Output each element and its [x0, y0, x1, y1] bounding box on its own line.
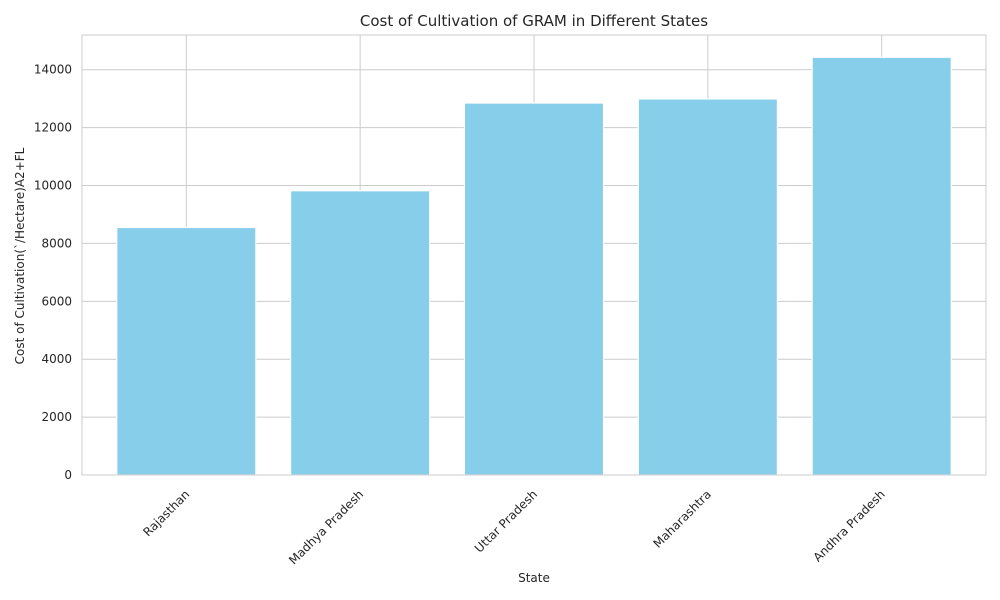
y-tick-label: 10000 [34, 179, 72, 193]
chart-title: Cost of Cultivation of GRAM in Different… [360, 12, 708, 30]
y-tick-label: 12000 [34, 121, 72, 135]
bar [116, 226, 257, 476]
y-tick-label: 0 [64, 468, 72, 482]
bars [116, 56, 952, 476]
bar [463, 102, 605, 476]
y-tick-label: 8000 [41, 236, 72, 250]
x-tick-label: Maharashtra [650, 487, 714, 551]
x-tick-label: Rajasthan [140, 487, 192, 539]
y-tick-label: 2000 [41, 410, 72, 424]
bar [811, 56, 952, 476]
y-axis-label: Cost of Cultivation(`/Hectare)A2+FL [13, 147, 27, 364]
y-tick-label: 4000 [41, 352, 72, 366]
x-tick-label: Madhya Pradesh [286, 487, 366, 567]
y-tick-label: 14000 [34, 63, 72, 77]
bar [290, 190, 431, 476]
x-tick-label: Andhra Pradesh [811, 487, 888, 564]
y-axis-ticks: 0 2000 4000 6000 8000 10000 12000 14000 [34, 63, 72, 482]
x-tick-label: Uttar Pradesh [472, 487, 540, 555]
y-tick-label: 6000 [41, 294, 72, 308]
x-axis-ticks: Rajasthan Madhya Pradesh Uttar Pradesh Maha… [140, 487, 887, 567]
plot-frame [81, 34, 987, 476]
x-axis-label: State [518, 571, 550, 585]
bar [637, 98, 778, 476]
